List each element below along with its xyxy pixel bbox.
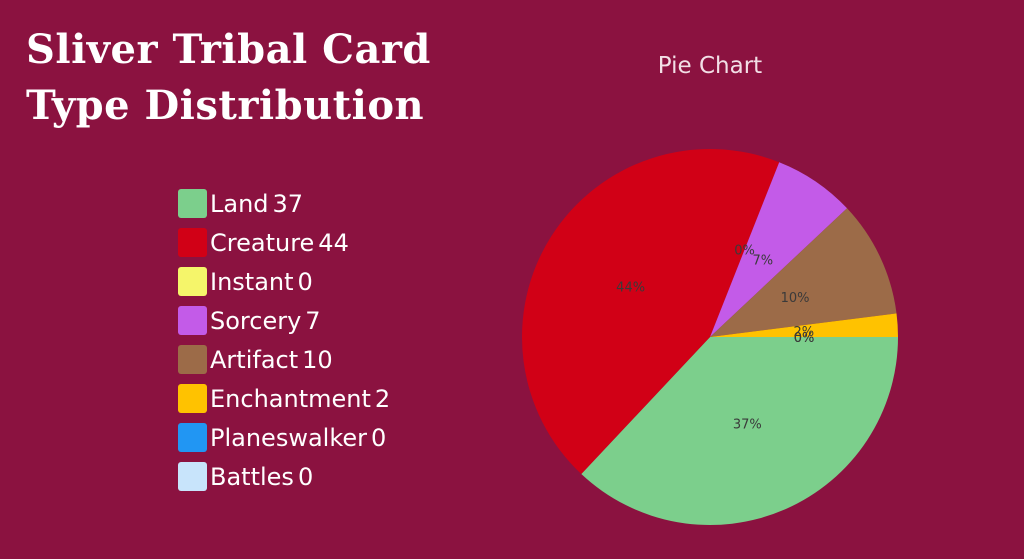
pie-slice-land[interactable]	[581, 337, 898, 525]
legend-item-creature[interactable]: Creature 44	[178, 223, 390, 262]
pie-slice-artifact[interactable]	[710, 208, 897, 337]
pie-slices	[522, 148, 898, 525]
slice-label-artifact: 10%	[781, 291, 810, 306]
legend-value-land: 37	[272, 189, 304, 218]
legend-value-battles: 0	[297, 462, 314, 491]
legend-item-enchantment[interactable]: Enchantment 2	[178, 379, 390, 418]
legend-item-sorcery[interactable]: Sorcery 7	[178, 301, 390, 340]
pie-slice-enchantment[interactable]	[710, 313, 898, 337]
legend-value-enchantment: 2	[374, 384, 391, 413]
legend-label-creature: Creature	[210, 228, 315, 257]
legend-swatch-enchantment	[178, 384, 207, 413]
slice-label-land: 37%	[733, 417, 762, 432]
legend-item-artifact[interactable]: Artifact 10	[178, 340, 390, 379]
legend-label-artifact: Artifact	[210, 345, 299, 374]
chart-title: Pie Chart	[658, 53, 762, 79]
legend-label-battles: Battles	[210, 462, 294, 491]
slice-label-planeswalker: 0%	[794, 331, 815, 346]
legend-label-instant: Instant	[210, 267, 294, 296]
legend-value-creature: 44	[318, 228, 349, 257]
chart-legend: Land 37 Creature 44 Instant 0 Sorcery 7 …	[178, 184, 390, 496]
legend-label-sorcery: Sorcery	[210, 306, 302, 335]
legend-value-artifact: 10	[302, 345, 333, 374]
slice-label-sorcery: 7%	[753, 253, 774, 268]
legend-value-sorcery: 7	[305, 306, 321, 335]
legend-item-battles[interactable]: Battles 0	[178, 457, 390, 496]
legend-swatch-planeswalker	[178, 423, 207, 452]
legend-label-land: Land	[210, 189, 269, 218]
legend-item-land[interactable]: Land 37	[178, 184, 390, 223]
slice-label-creature: 44%	[616, 281, 645, 296]
legend-item-planeswalker[interactable]: Planeswalker 0	[178, 418, 390, 457]
legend-value-planeswalker: 0	[371, 423, 387, 452]
page-title: Sliver Tribal Card Type Distribution	[26, 26, 431, 129]
legend-swatch-land	[178, 189, 207, 218]
pie-slice-labels: 37%44%0%7%10%2%0%0%	[616, 244, 814, 433]
legend-swatch-creature	[178, 228, 207, 257]
pie-chart: Pie Chart 37%44%0%7%10%2%0%0%	[522, 53, 898, 525]
legend-swatch-sorcery	[178, 306, 207, 335]
legend-value-instant: 0	[297, 267, 313, 296]
legend-label-enchantment: Enchantment	[210, 384, 371, 413]
legend-label-planeswalker: Planeswalker	[210, 423, 368, 452]
legend-swatch-battles	[178, 462, 207, 491]
slice-label-battles: 0%	[794, 331, 815, 346]
legend-swatch-instant	[178, 267, 207, 296]
legend-swatch-artifact	[178, 345, 207, 374]
slice-label-enchantment: 2%	[794, 325, 815, 340]
pie-slice-sorcery[interactable]	[710, 162, 848, 337]
legend-item-instant[interactable]: Instant 0	[178, 262, 390, 301]
slice-label-instant: 0%	[734, 244, 755, 259]
pie-slice-creature[interactable]	[522, 148, 780, 475]
